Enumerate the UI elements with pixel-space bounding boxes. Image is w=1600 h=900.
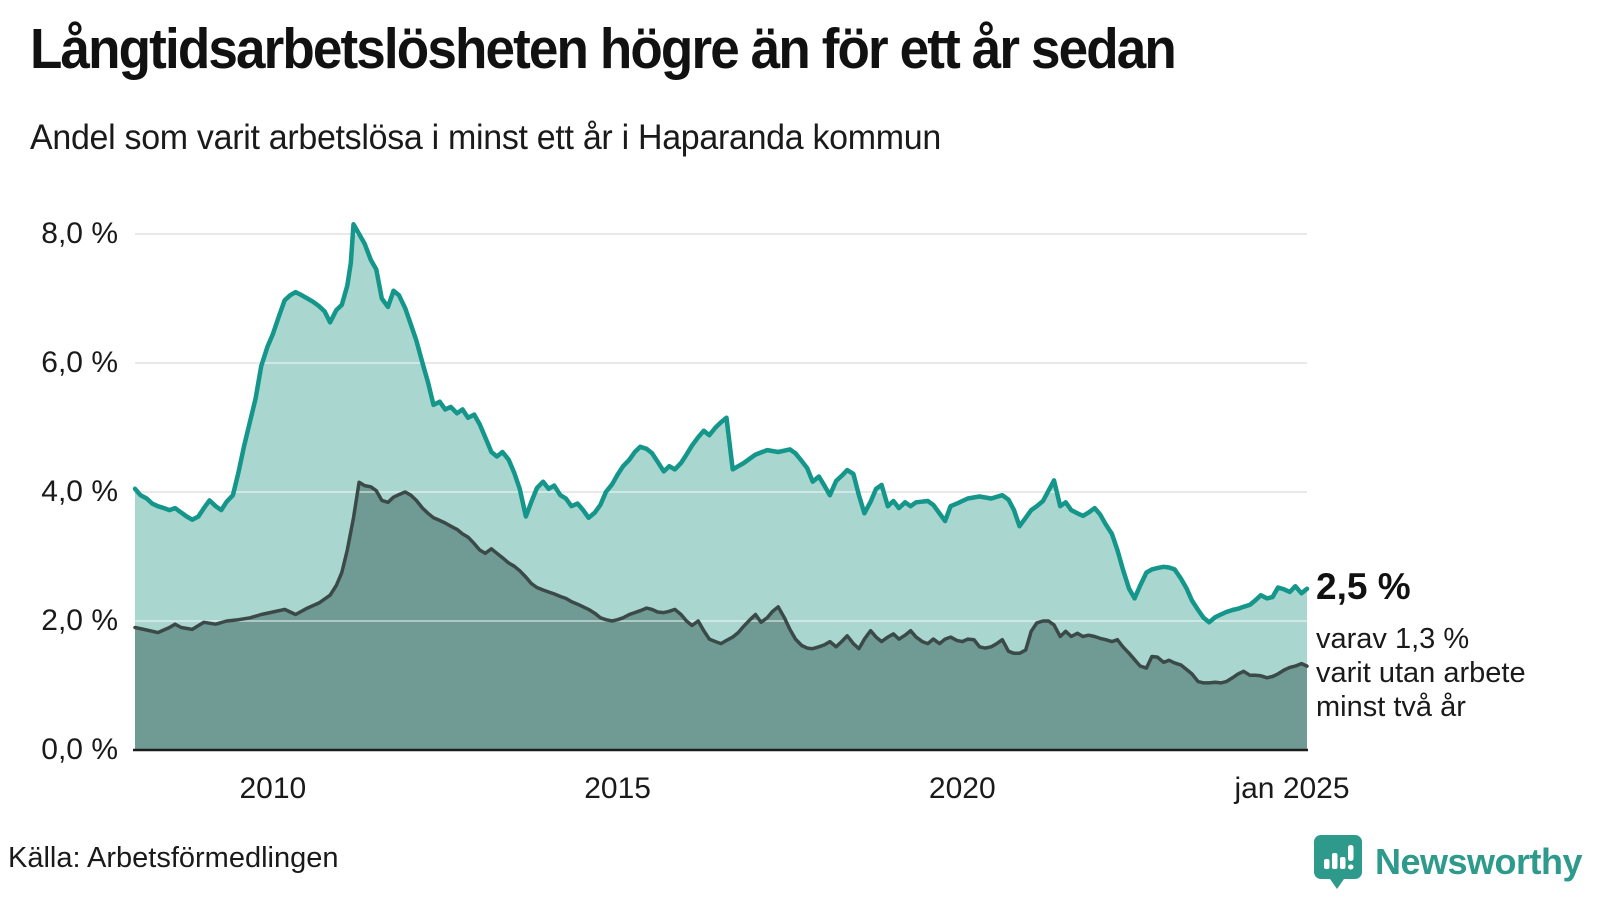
series-lines (132, 222, 1310, 685)
page-subtitle: Andel som varit arbetslösa i minst ett å… (30, 118, 941, 157)
y-tick-label: 8,0 % (41, 217, 118, 250)
y-tick-label: 6,0 % (41, 346, 118, 379)
brand-name: Newsworthy (1374, 841, 1583, 882)
end-value-2yr-note: varav 1,3 % varit utan arbete minst två … (1316, 622, 1526, 724)
x-tick-label: 2015 (584, 772, 651, 805)
y-tick-label: 4,0 % (41, 475, 118, 508)
x-tick-label: 2020 (928, 772, 996, 805)
gridlines-overlay (135, 233, 1307, 622)
annotation-line: minst två år (1316, 691, 1466, 723)
x-tick-label: jan 2025 (1234, 772, 1350, 805)
y-tick-label: 0,0 % (41, 733, 118, 766)
annotation-line: varav 1,3 % (1316, 623, 1470, 655)
annotation-line: varit utan arbete (1316, 657, 1526, 689)
page-title: Långtidsarbetslösheten högre än för ett … (30, 17, 1177, 81)
source-credit: Källa: Arbetsförmedlingen (8, 842, 339, 874)
y-tick-label: 2,0 % (41, 604, 118, 637)
end-value-annotation: 2,5 % varav 1,3 % varit utan arbete mins… (1316, 566, 1526, 724)
x-tick-label: 2010 (239, 772, 307, 805)
series-areas (135, 224, 1307, 751)
bar-chart-speech-bubble-icon (1313, 835, 1362, 889)
newsworthy-logo: Newsworthy (1313, 834, 1583, 890)
end-value-1yr: 2,5 % (1316, 566, 1411, 607)
